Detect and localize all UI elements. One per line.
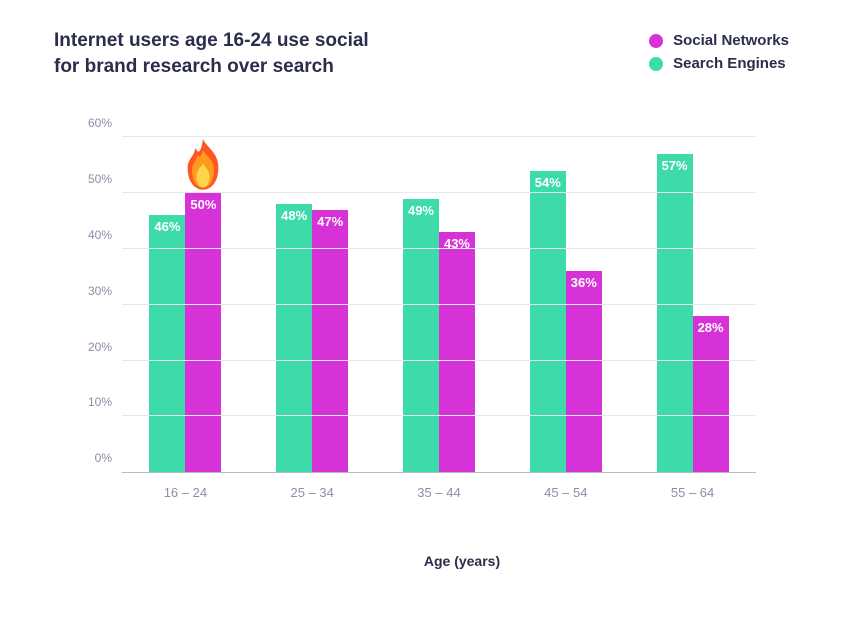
gridline: [122, 415, 756, 416]
x-tick-label: 55 – 64: [629, 485, 756, 500]
legend-swatch-social: [649, 34, 663, 48]
flame-icon: [181, 137, 225, 197]
bar-value-label: 57%: [662, 158, 688, 173]
bar: 48%: [276, 204, 312, 472]
bar-group: 49% 43%: [376, 137, 503, 472]
gridline: [122, 248, 756, 249]
y-tick-label: 0%: [95, 451, 122, 465]
gridline: [122, 360, 756, 361]
bar-value-label: 54%: [535, 175, 561, 190]
chart-area: 46% 50% 48% 47% 49% 43% 54% 36% 57% 28% 0% 10% 20%…: [76, 137, 756, 497]
bar: 46%: [149, 215, 185, 472]
bar: 47%: [312, 210, 348, 472]
legend-item-search: Search Engines: [649, 53, 789, 76]
bar-value-label: 47%: [317, 214, 343, 229]
x-tick-label: 25 – 34: [249, 485, 376, 500]
bar-value-label: 50%: [190, 197, 216, 212]
x-axis-labels: 16 – 2425 – 3435 – 4445 – 5455 – 64: [122, 473, 756, 500]
legend-item-social: Social Networks: [649, 30, 789, 53]
legend-label-social: Social Networks: [673, 30, 789, 53]
y-tick-label: 30%: [88, 284, 122, 298]
bar: 50%: [185, 193, 221, 472]
y-tick-label: 50%: [88, 172, 122, 186]
x-axis-title: Age (years): [122, 553, 802, 569]
bar-group: 57% 28%: [629, 137, 756, 472]
bar-groups: 46% 50% 48% 47% 49% 43% 54% 36% 57% 28%: [122, 137, 756, 472]
bar: 54%: [530, 171, 566, 473]
bar-value-label: 46%: [154, 219, 180, 234]
bar-group: 46% 50%: [122, 137, 249, 472]
bar-value-label: 28%: [698, 320, 724, 335]
bar-value-label: 36%: [571, 275, 597, 290]
bar-value-label: 48%: [281, 208, 307, 223]
y-tick-label: 60%: [88, 116, 122, 130]
bar: 57%: [657, 154, 693, 472]
x-tick-label: 16 – 24: [122, 485, 249, 500]
chart-title-line2: for brand research over search: [54, 56, 334, 77]
gridline: [122, 304, 756, 305]
bar-group: 54% 36%: [502, 137, 629, 472]
bar: 49%: [403, 199, 439, 473]
bar: 43%: [439, 232, 475, 472]
bar-value-label: 43%: [444, 236, 470, 251]
legend: Social Networks Search Engines: [649, 30, 789, 75]
chart-title-line1: Internet users age 16-24 use social: [54, 30, 369, 51]
gridline: [122, 136, 756, 137]
bar: 28%: [693, 316, 729, 472]
bar-value-label: 49%: [408, 203, 434, 218]
plot-region: 46%50% 48%47%49%43%54%36%57%28% 0%10%20%…: [122, 137, 756, 473]
chart-header: Internet users age 16-24 use social for …: [54, 28, 789, 79]
bar: 36%: [566, 271, 602, 472]
chart-title: Internet users age 16-24 use social for …: [54, 28, 369, 79]
legend-swatch-search: [649, 57, 663, 71]
bar-group: 48% 47%: [249, 137, 376, 472]
legend-label-search: Search Engines: [673, 53, 786, 76]
y-tick-label: 10%: [88, 395, 122, 409]
y-tick-label: 40%: [88, 228, 122, 242]
x-tick-label: 45 – 54: [502, 485, 629, 500]
gridline: [122, 192, 756, 193]
y-tick-label: 20%: [88, 340, 122, 354]
x-tick-label: 35 – 44: [376, 485, 503, 500]
